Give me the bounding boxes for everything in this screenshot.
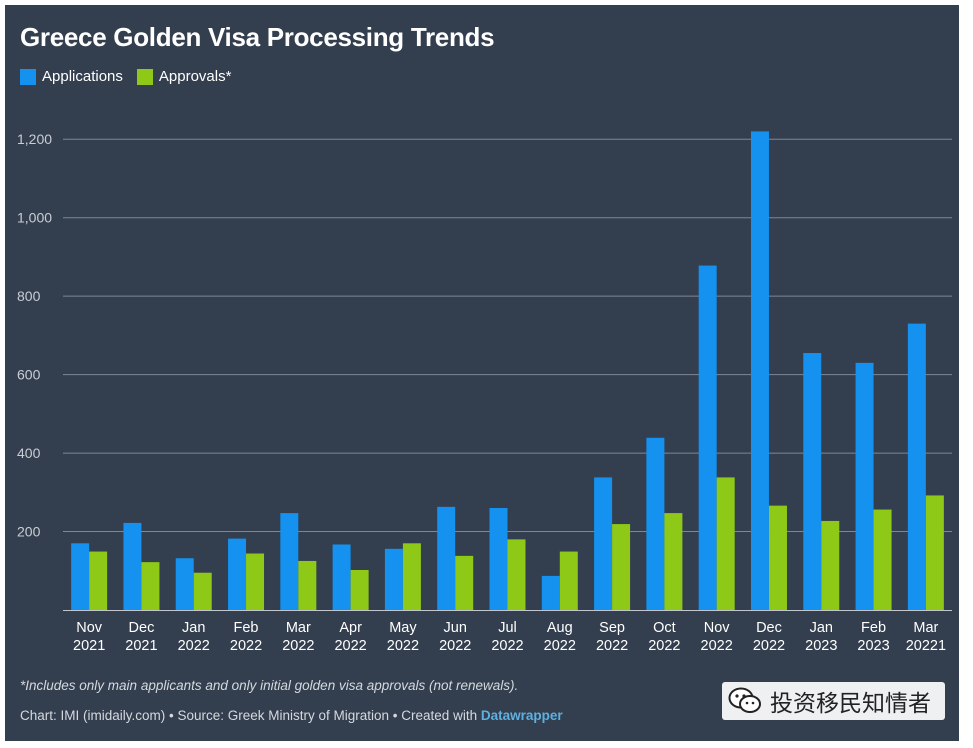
bar-chart: 200 400 600 800 1,000 1,200 Nov 2021 Dec 2021 Jan… [17, 131, 952, 654]
bar-applications [541, 575, 560, 610]
x-tick-year: 2023 [805, 638, 837, 654]
bar-applications [280, 513, 299, 610]
x-tick-month: Jan [810, 620, 833, 636]
legend-swatch-applications [20, 68, 36, 85]
x-tick-month: Dec [756, 620, 782, 636]
bar-applications [489, 508, 508, 610]
bar-approvals [89, 551, 108, 610]
bar-approvals [925, 495, 944, 610]
x-tick-month: Jan [182, 620, 205, 636]
chart-panel: Greece Golden Visa Processing Trends App… [5, 5, 959, 741]
bar-approvals [664, 513, 683, 610]
bar-approvals [716, 477, 735, 610]
y-tick-label: 200 [17, 524, 41, 540]
bar-applications [907, 323, 926, 610]
x-tick-month: Feb [234, 620, 259, 636]
x-tick-year: 2022 [596, 638, 628, 654]
bar-applications [750, 131, 769, 610]
bar-approvals [768, 505, 787, 610]
legend-item-applications: Applications [20, 68, 123, 85]
x-tick-year: 2021 [125, 638, 157, 654]
x-tick-month: Jul [498, 620, 517, 636]
bar-approvals [402, 543, 421, 610]
x-tick-month: Mar [913, 620, 938, 636]
y-tick-label: 1,200 [17, 131, 52, 147]
bar-applications [698, 265, 717, 610]
bar-applications [71, 543, 90, 610]
x-tick-month: Jun [444, 620, 467, 636]
x-tick-year: 2022 [753, 638, 785, 654]
legend-label-applications: Applications [42, 68, 123, 85]
bar-applications [855, 362, 874, 610]
x-tick-month: Aug [547, 620, 573, 636]
bar-approvals [141, 562, 160, 610]
bar-applications [384, 548, 403, 610]
x-tick-month: Nov [76, 620, 103, 636]
y-tick-label: 600 [17, 367, 41, 383]
bar-approvals [821, 520, 840, 610]
source-text: Chart: IMI (imidaily.com) • Source: Gree… [20, 708, 481, 723]
bar-approvals [350, 569, 369, 610]
x-tick-month: Feb [861, 620, 886, 636]
bar-approvals [298, 560, 317, 610]
chart-title: Greece Golden Visa Processing Trends [20, 22, 495, 52]
y-tick-label: 800 [17, 288, 41, 304]
bar-applications [123, 522, 142, 610]
legend-swatch-approvals [136, 68, 153, 85]
watermark: 投资移民知情者 [722, 682, 945, 720]
x-tick-year: 2021 [73, 638, 105, 654]
x-tick-year: 2022 [230, 638, 262, 654]
footnote: *Includes only main applicants and only … [20, 678, 519, 693]
bar-applications [803, 353, 822, 610]
legend-item-approvals: Approvals* [136, 68, 232, 85]
x-tick-month: Sep [599, 620, 625, 636]
x-tick-year: 20221 [906, 638, 946, 654]
x-tick-year: 2022 [439, 638, 471, 654]
bar-approvals [455, 555, 474, 610]
x-tick-month: May [389, 620, 417, 636]
x-tick-month: Mar [286, 620, 311, 636]
y-tick-label: 1,000 [17, 210, 52, 226]
x-tick-month: Apr [339, 620, 362, 636]
bar-applications [437, 506, 456, 610]
x-tick-year: 2022 [701, 638, 733, 654]
bar-applications [228, 538, 247, 610]
x-tick-year: 2022 [491, 638, 523, 654]
bar-approvals [873, 509, 892, 610]
legend: Applications Approvals* [20, 68, 245, 85]
watermark-label: 投资移民知情者 [770, 691, 931, 717]
legend-label-approvals: Approvals* [158, 68, 232, 85]
x-tick-year: 2023 [857, 638, 889, 654]
x-tick-month: Oct [653, 620, 676, 636]
x-tick-year: 2022 [282, 638, 314, 654]
bar-approvals [612, 524, 631, 610]
x-tick-year: 2022 [544, 638, 576, 654]
bar-applications [175, 558, 194, 610]
bar-approvals [559, 551, 578, 610]
axes: Nov 2021 Dec 2021 Jan 2022 Feb 2022 Mar 2022 Apr 20… [63, 610, 952, 654]
wechat-icon [728, 687, 761, 713]
bar-approvals [246, 553, 265, 610]
bar-applications [594, 477, 613, 610]
x-tick-year: 2022 [334, 638, 366, 654]
bar-approvals [507, 539, 526, 610]
bar-approvals [193, 572, 212, 610]
x-tick-month: Nov [704, 620, 731, 636]
x-tick-year: 2022 [648, 638, 680, 654]
datawrapper-link[interactable]: Datawrapper [480, 708, 563, 723]
x-tick-year: 2022 [387, 638, 419, 654]
x-tick-year: 2022 [178, 638, 210, 654]
source-credit: Chart: IMI (imidaily.com) • Source: Gree… [20, 708, 563, 723]
x-tick-month: Dec [129, 620, 155, 636]
bars [71, 131, 944, 610]
y-tick-label: 400 [17, 445, 41, 461]
bar-applications [646, 437, 665, 610]
bar-applications [332, 544, 351, 610]
